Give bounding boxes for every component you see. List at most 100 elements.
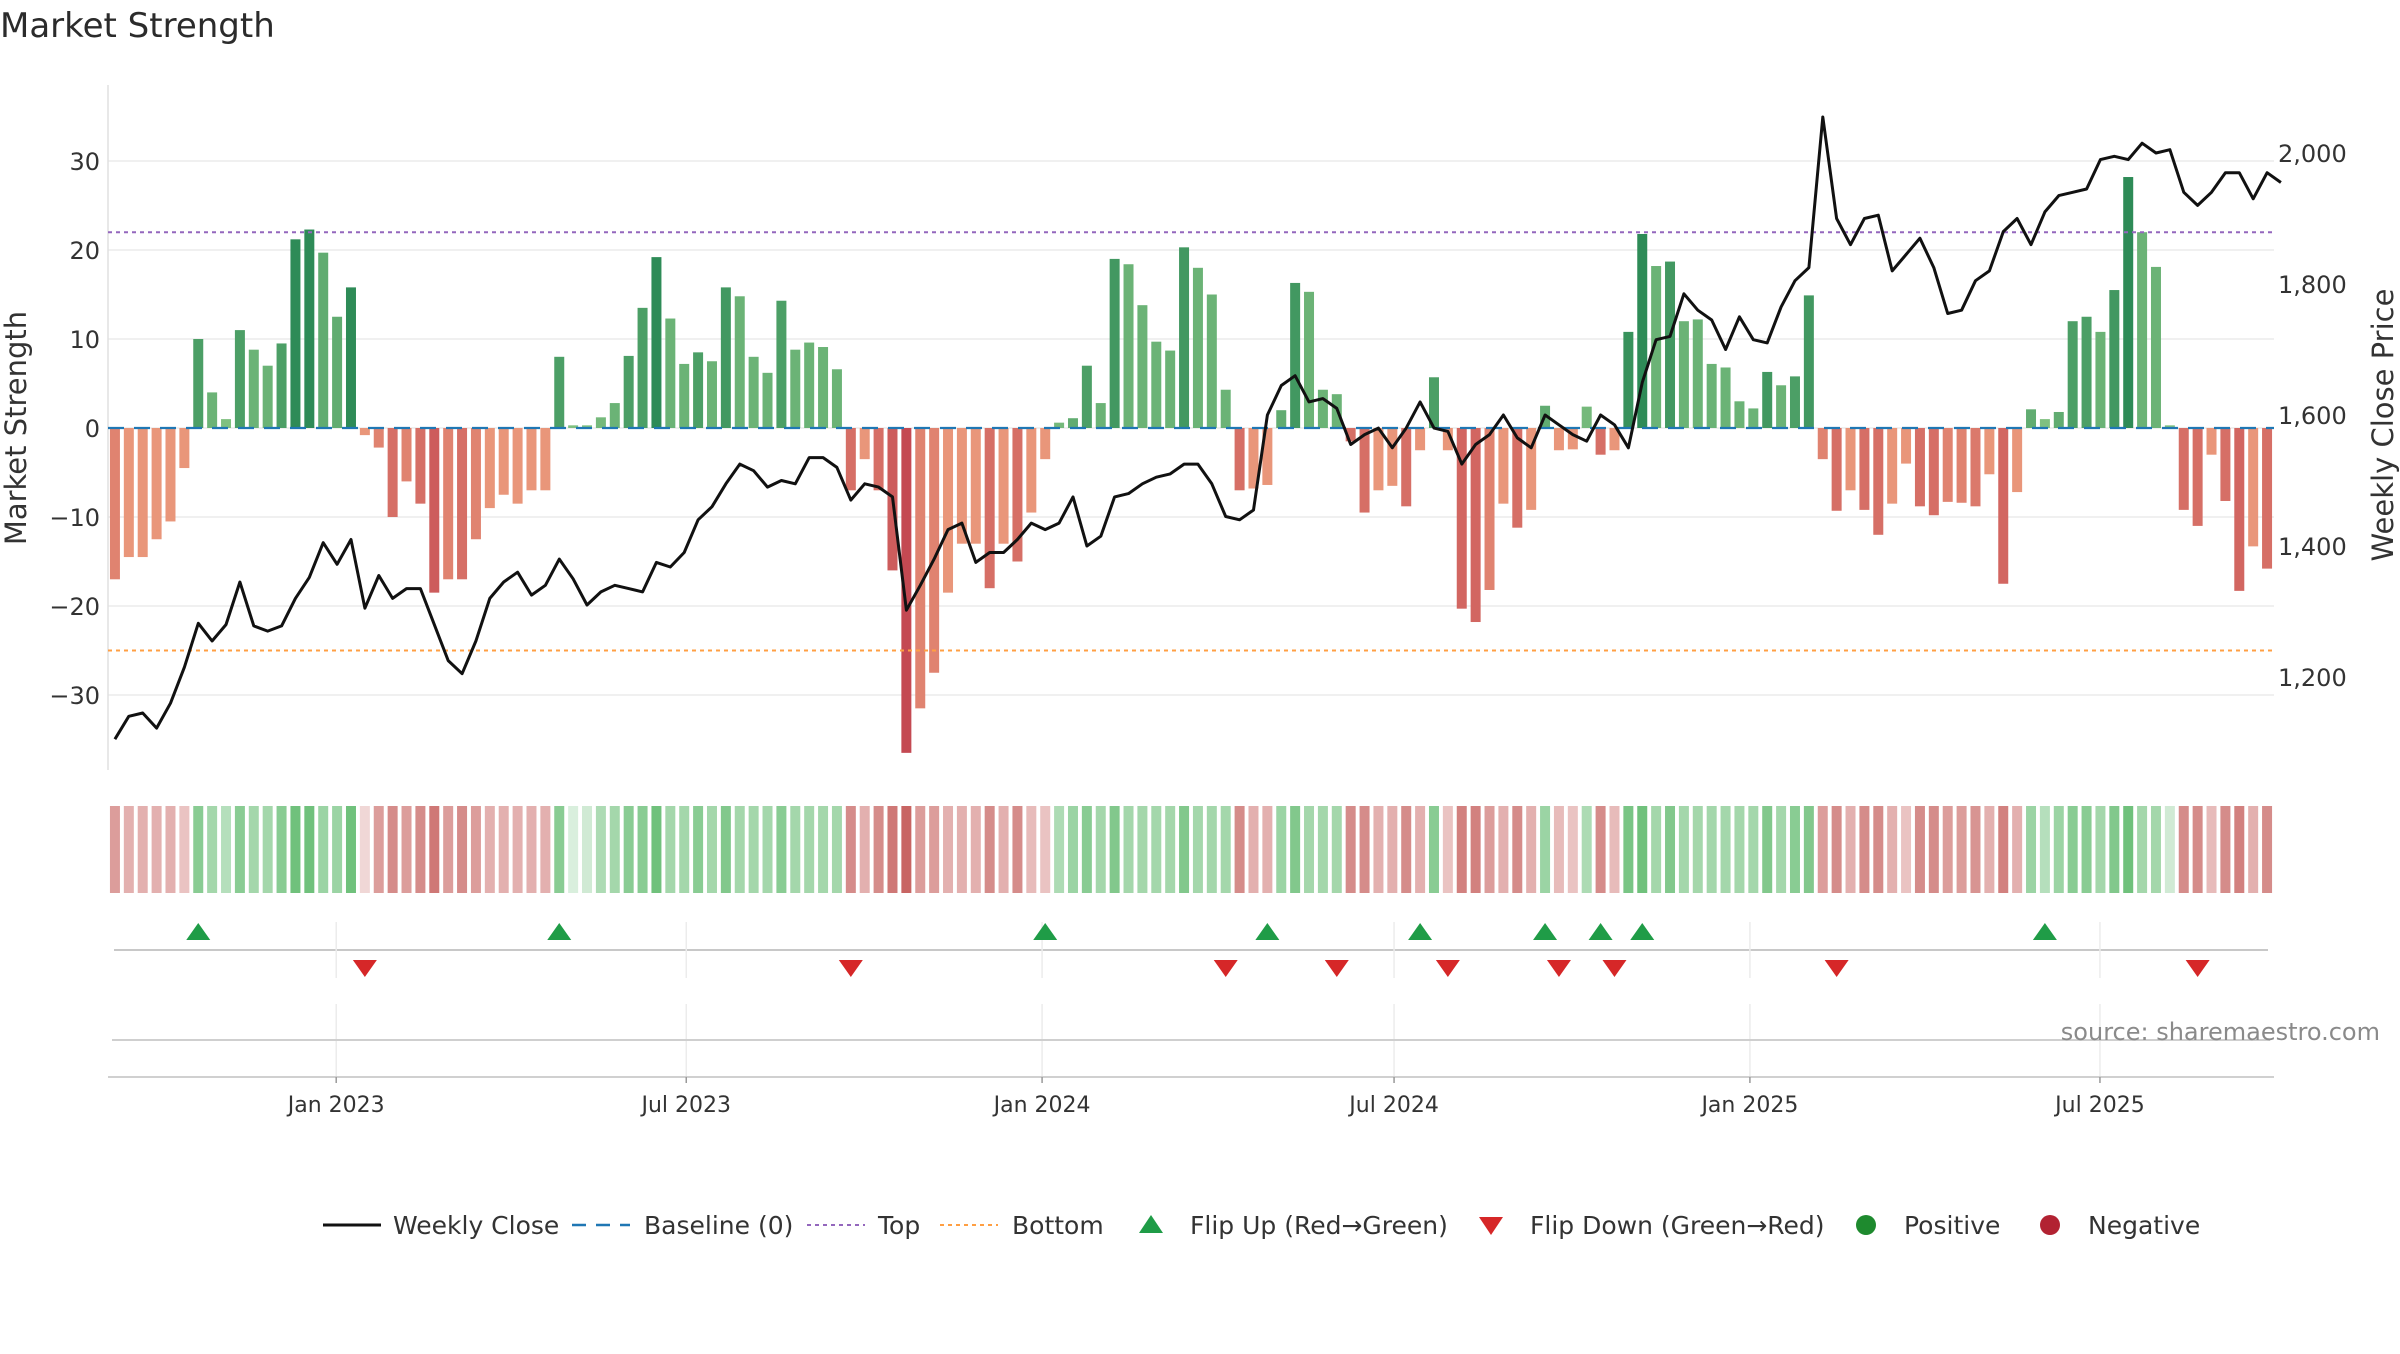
strip-cell [193, 806, 204, 893]
strip-cell [484, 806, 495, 893]
strength-bar [623, 355, 634, 428]
strength-bar [859, 428, 870, 460]
strength-bar [804, 342, 815, 428]
strip-cell [123, 806, 134, 893]
strip-cell [970, 806, 981, 893]
flip-down-marker [1546, 960, 1571, 977]
y2-tick-label: 1,200 [2278, 664, 2347, 692]
strip-cell [1262, 806, 1273, 893]
strength-bar [207, 392, 218, 428]
y-axis-right: 2,000 1,800 1,600 1,400 1,200 Weekly Close Pr… [2278, 140, 2400, 692]
strength-bar [1012, 428, 1023, 562]
strength-bar [1067, 418, 1078, 428]
flip-down-marker [1602, 960, 1627, 977]
strip-cell [568, 806, 579, 893]
strength-bar [373, 428, 384, 448]
strip-cell [1720, 806, 1731, 893]
x-axis: Jan 2023 Jul 2023 Jan 2024 Jul 2024 Jan 2025… [108, 1004, 2274, 1118]
legend-swatch-flip-down [1479, 1217, 1503, 1235]
strip-cell [1026, 806, 1037, 893]
strip-cell [1179, 806, 1190, 893]
flip-up-marker [186, 923, 211, 940]
strip-cell [151, 806, 162, 893]
strength-bar [1776, 385, 1787, 428]
strip-cell [1762, 806, 1773, 893]
strength-bar [1137, 305, 1148, 428]
y-tick-label: 30 [69, 148, 100, 176]
x-tick-label: Jan 2025 [1699, 1093, 1798, 1118]
strength-bar [970, 428, 981, 544]
strength-bar [762, 372, 773, 428]
strength-bar [609, 403, 620, 428]
strip-cell [790, 806, 801, 893]
strip-cell [1012, 806, 1023, 893]
strip-cell [276, 806, 287, 893]
strength-bar [1484, 428, 1495, 590]
strength-bar [1401, 428, 1412, 507]
strength-bar [679, 363, 690, 428]
strip-cell [2220, 806, 2231, 893]
strength-bar [512, 428, 523, 504]
x-tick-label: Jul 2025 [2053, 1093, 2145, 1118]
strength-bar [943, 428, 954, 593]
strip-cell [609, 806, 620, 893]
x-tick-label: Jan 2023 [286, 1093, 385, 1118]
strip-cell [1873, 806, 1884, 893]
flip-down-marker [1324, 960, 1349, 977]
strength-bar [1359, 428, 1370, 513]
strength-bar [443, 428, 454, 580]
legend-label: Flip Down (Green→Red) [1530, 1211, 1825, 1240]
strength-bar [1290, 282, 1301, 428]
strip-cell [1276, 806, 1287, 893]
y2-tick-label: 2,000 [2278, 140, 2347, 168]
flip-down-marker [352, 960, 377, 977]
strip-cell [1998, 806, 2009, 893]
strength-bar [693, 352, 704, 428]
strength-bar [1415, 428, 1426, 451]
flip-markers-panel [114, 922, 2268, 978]
strip-cell [1914, 806, 1925, 893]
strip-cell [2234, 806, 2245, 893]
strength-bar [1817, 428, 1828, 460]
strip-cell [637, 806, 648, 893]
strength-bar [1234, 428, 1245, 491]
strip-cell [1192, 806, 1203, 893]
legend-swatch-flip-up [1139, 1215, 1163, 1233]
flip-down-marker [1213, 960, 1238, 977]
y-tick-label: −20 [49, 593, 100, 621]
strength-bar [221, 419, 232, 428]
strength-bar [2012, 428, 2023, 493]
strength-bar [2081, 316, 2092, 428]
strip-cell [2039, 806, 2050, 893]
strip-cell [1540, 806, 1551, 893]
strip-cell [1373, 806, 1384, 893]
strip-cell [401, 806, 412, 893]
strength-bar [151, 428, 162, 540]
strength-bar [415, 428, 426, 504]
strip-cell [1345, 806, 1356, 893]
strip-cell [373, 806, 384, 893]
strip-cell [1220, 806, 1231, 893]
strength-bar [1762, 371, 1773, 428]
strength-bar [2220, 428, 2231, 501]
strip-cell [623, 806, 634, 893]
strip-cell [1817, 806, 1828, 893]
strip-cell [1415, 806, 1426, 893]
strength-bar [1623, 331, 1634, 428]
strip-cell [1151, 806, 1162, 893]
strength-bar [1095, 403, 1106, 428]
strength-bar [332, 316, 343, 428]
y-tick-label: 10 [69, 326, 100, 354]
strip-cell [2206, 806, 2217, 893]
y-axis-label: Market Strength [0, 311, 33, 545]
strip-cell [512, 806, 523, 893]
legend: Weekly Close Baseline (0) Top Bottom Flip Up… [323, 1211, 2200, 1240]
strip-cell [1387, 806, 1398, 893]
strip-cell [748, 806, 759, 893]
strip-cell [1928, 806, 1939, 893]
strip-cell [1553, 806, 1564, 893]
strength-bar [901, 428, 912, 753]
strength-bar [165, 428, 176, 522]
strip-cell [1665, 806, 1676, 893]
strength-bar [1942, 428, 1953, 502]
